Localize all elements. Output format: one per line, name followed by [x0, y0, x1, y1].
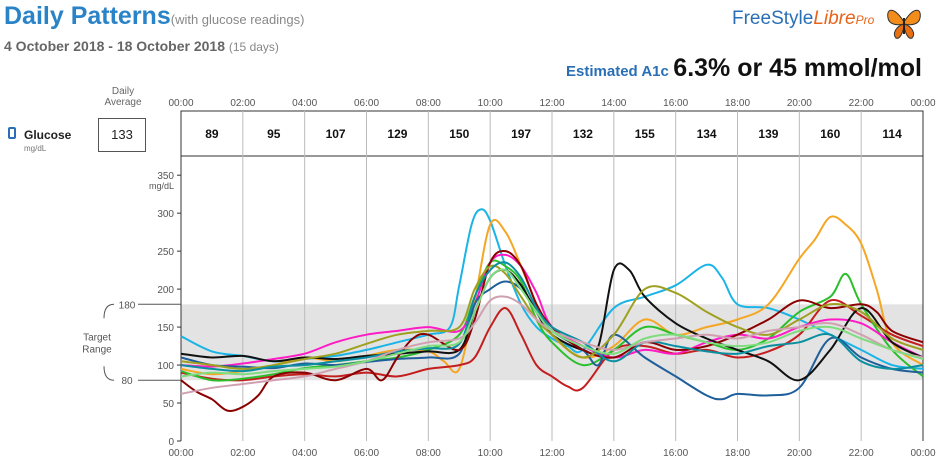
x-tick-bottom: 16:00 [663, 448, 688, 459]
x-tick-bottom: 00:00 [168, 448, 193, 459]
x-tick-top: 14:00 [601, 98, 626, 109]
glucose-series-3 [180, 299, 924, 392]
x-tick-top: 16:00 [663, 98, 688, 109]
glucose-label: Glucose mg/dL [8, 126, 71, 153]
bin-average: 160 [820, 127, 840, 141]
x-tick-bottom: 14:00 [601, 448, 626, 459]
a1c-label: Estimated A1c [566, 63, 669, 80]
glucose-series-5 [180, 253, 924, 368]
glucose-series-11 [180, 295, 924, 395]
bin-average: 139 [758, 127, 778, 141]
x-tick-bottom: 08:00 [416, 448, 441, 459]
bin-average: 114 [882, 127, 902, 141]
bin-average: 107 [326, 127, 346, 141]
bin-average: 89 [205, 127, 219, 141]
bin-average: 155 [635, 127, 655, 141]
x-tick-bottom: 06:00 [354, 448, 379, 459]
y-tick-label: 250 [157, 247, 174, 258]
x-tick-top: 10:00 [478, 98, 503, 109]
days-count: (15 days) [228, 40, 279, 54]
glucose-series-12 [180, 268, 924, 378]
x-tick-top: 20:00 [787, 98, 812, 109]
x-tick-top: 12:00 [539, 98, 564, 109]
x-tick-bottom: 20:00 [787, 448, 812, 459]
target-low-label: 80 [121, 376, 133, 387]
logo-pro: Pro [855, 13, 875, 27]
x-tick-top: 18:00 [725, 98, 750, 109]
sensor-icon [8, 127, 16, 139]
x-tick-top: 08:00 [416, 98, 441, 109]
y-unit-label: mg/dL [149, 181, 174, 191]
x-tick-top: 00:00 [168, 98, 193, 109]
date-range-text: 4 October 2018 - 18 October 2018 [4, 38, 225, 54]
x-tick-bottom: 10:00 [478, 448, 503, 459]
target-bracket-bottom [103, 366, 115, 381]
daily-average-header: Daily Average [96, 86, 150, 108]
page-title-block: Daily Patterns(with glucose readings) [4, 2, 304, 31]
daily-average-header-line2: Average [104, 97, 142, 108]
x-tick-bottom: 00:00 [910, 448, 935, 459]
bin-average: 132 [573, 127, 593, 141]
bin-average: 95 [267, 127, 281, 141]
target-range-label-2: Range [82, 344, 112, 355]
page-subtitle: (with glucose readings) [170, 12, 305, 27]
x-tick-top: 22:00 [849, 98, 874, 109]
x-tick-top: 00:00 [910, 98, 935, 109]
page-title: Daily Patterns [4, 2, 171, 30]
x-tick-bottom: 04:00 [292, 448, 317, 459]
x-tick-top: 06:00 [354, 98, 379, 109]
y-tick-label: 300 [157, 209, 174, 220]
date-range: 4 October 2018 - 18 October 2018 (15 day… [4, 38, 279, 54]
target-high-label: 180 [119, 300, 136, 311]
target-range-label-1: Target [83, 332, 111, 343]
x-tick-top: 04:00 [292, 98, 317, 109]
logo-freestyle: FreeStyle [732, 8, 814, 29]
y-tick-label: 200 [157, 285, 174, 296]
x-tick-bottom: 22:00 [849, 448, 874, 459]
x-tick-bottom: 18:00 [725, 448, 750, 459]
y-tick-label: 100 [157, 361, 174, 372]
a1c-value: 6.3% or 45 mmol/mol [673, 54, 922, 82]
x-tick-top: 02:00 [230, 98, 255, 109]
glucose-series-10 [180, 261, 924, 373]
x-tick-bottom: 12:00 [539, 448, 564, 459]
y-tick-label: 0 [168, 437, 174, 448]
y-tick-label: 50 [163, 399, 175, 410]
bin-average: 150 [449, 127, 469, 141]
x-tick-bottom: 02:00 [230, 448, 255, 459]
logo-libre: Libre [813, 8, 856, 29]
daily-average-header-line1: Daily [111, 86, 135, 97]
glucose-metric: Glucose [24, 128, 72, 142]
butterfly-icon [884, 4, 924, 50]
bin-average: 197 [511, 127, 531, 141]
glucose-series-8 [180, 249, 924, 412]
target-bracket-top [103, 303, 115, 319]
daily-average-value: 133 [98, 118, 146, 152]
y-tick-label: 350 [157, 171, 174, 182]
glucose-unit: mg/dL [24, 144, 47, 153]
freestyle-libre-logo: FreeStyleLibrePro [732, 8, 874, 30]
estimated-a1c: Estimated A1c 6.3% or 45 mmol/mol [566, 54, 922, 83]
bin-average: 134 [697, 127, 717, 141]
bin-average: 129 [387, 127, 407, 141]
y-tick-label: 150 [157, 323, 174, 334]
